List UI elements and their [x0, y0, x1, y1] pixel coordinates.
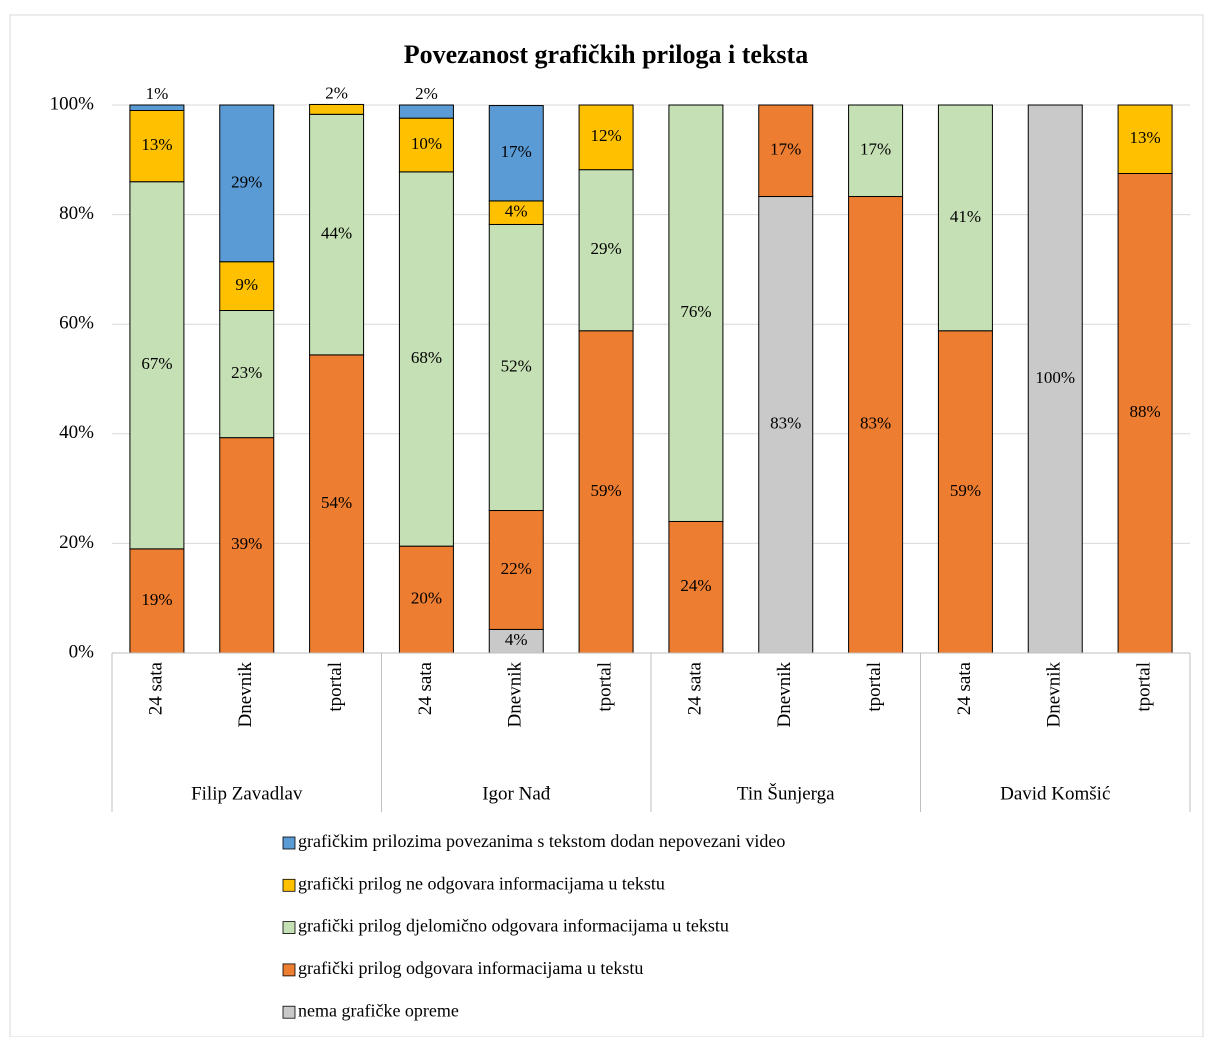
legend-swatch: [282, 878, 296, 892]
group-label: David Komšić: [1000, 783, 1110, 804]
bar-segment: [578, 104, 634, 171]
group-label: Igor Nađ: [482, 783, 551, 804]
bar-segment: [398, 104, 454, 119]
data-label: 29%: [231, 172, 262, 191]
bar-segment: [668, 520, 724, 654]
data-label: 44%: [321, 224, 352, 243]
data-label: 17%: [501, 142, 532, 161]
bar-segment: [398, 117, 454, 173]
x-tick-label: Dnevnik: [235, 662, 256, 728]
x-tick-label: 24 sata: [415, 661, 436, 715]
data-label: 100%: [1035, 368, 1075, 387]
bar-segment: [219, 310, 275, 439]
bar-segment: [578, 330, 634, 654]
bar-segment: [578, 169, 634, 332]
data-label: 59%: [590, 481, 621, 500]
data-label: 29%: [590, 239, 621, 258]
data-label: 4%: [505, 630, 528, 649]
y-tick-label: 20%: [59, 532, 94, 553]
data-label: 4%: [505, 202, 528, 221]
legend-swatch: [282, 836, 296, 850]
bar-segment: [488, 510, 544, 630]
bar-segment: [1117, 173, 1173, 654]
data-label: 23%: [231, 363, 262, 382]
bar-segment: [848, 104, 904, 198]
data-label: 68%: [411, 348, 442, 367]
x-tick-label: 24 sata: [145, 661, 166, 715]
bar-segment: [398, 545, 454, 654]
bar-segment: [309, 113, 365, 356]
data-label: 22%: [501, 559, 532, 578]
data-label: 20%: [411, 588, 442, 607]
bar-segment: [668, 104, 724, 522]
legend-label: grafičkim prilozima povezanima s tekstom…: [298, 831, 785, 851]
group-label: Tin Šunjerga: [737, 782, 835, 804]
legend-label: grafički prilog odgovara informacijama u…: [298, 958, 643, 978]
data-label: 2%: [325, 83, 348, 102]
data-label: 54%: [321, 493, 352, 512]
bar-segment: [398, 171, 454, 547]
y-tick-label: 0%: [69, 641, 95, 662]
x-tick-label: Dnevnik: [774, 662, 795, 728]
data-label: 13%: [141, 135, 172, 154]
bar-segment: [129, 104, 185, 111]
data-label: 17%: [770, 140, 801, 159]
bar-segment: [219, 261, 275, 311]
x-tick-label: 24 sata: [954, 661, 975, 715]
legend-label: grafički prilog ne odgovara informacijam…: [298, 873, 665, 893]
data-label: 41%: [950, 207, 981, 226]
bar-segment: [758, 104, 814, 198]
x-tick-label: Dnevnik: [1044, 662, 1065, 728]
data-label: 52%: [501, 356, 532, 375]
x-tick-label: Dnevnik: [505, 662, 526, 728]
bar-segment: [129, 109, 185, 183]
bar-segment: [488, 223, 544, 512]
data-label: 67%: [141, 354, 172, 373]
data-label: 19%: [141, 590, 172, 609]
data-label: 10%: [411, 134, 442, 153]
x-tick-label: tportal: [1133, 662, 1154, 712]
legend-label: nema grafičke opreme: [298, 1000, 459, 1020]
data-label: 24%: [680, 576, 711, 595]
data-label: 88%: [1129, 402, 1160, 421]
legend-label: grafički prilog djelomično odgovara info…: [298, 916, 729, 936]
data-label: 76%: [680, 302, 711, 321]
data-label: 83%: [770, 414, 801, 433]
y-tick-label: 80%: [59, 203, 94, 224]
bar-segment: [219, 104, 275, 263]
bar-segment: [758, 196, 814, 654]
bar-segment: [937, 330, 993, 654]
y-tick-label: 40%: [59, 422, 94, 443]
bar-segment: [1027, 104, 1083, 654]
bar-segment: [1117, 104, 1173, 174]
data-label: 12%: [590, 126, 621, 145]
bar-segment: [848, 196, 904, 654]
bar-segment: [309, 354, 365, 654]
bar-segment: [129, 181, 185, 550]
x-tick-label: tportal: [325, 662, 346, 712]
x-tick-label: tportal: [864, 662, 885, 712]
data-label: 83%: [860, 414, 891, 433]
legend-swatch: [282, 921, 296, 934]
group-label: Filip Zavadlav: [191, 783, 303, 804]
bar-segment: [937, 104, 993, 332]
data-label: 17%: [860, 140, 891, 159]
data-label: 13%: [1129, 128, 1160, 147]
legend-swatch: [282, 1005, 296, 1019]
data-label: 9%: [235, 275, 258, 294]
y-tick-label: 100%: [50, 93, 95, 114]
y-tick-label: 60%: [59, 313, 94, 334]
legend-swatch: [282, 963, 296, 977]
bar-segment: [488, 105, 544, 202]
chart-title: Povezanost grafičkih priloga i teksta: [404, 40, 808, 69]
data-label: 2%: [415, 84, 438, 103]
x-tick-label: 24 sata: [684, 661, 705, 715]
bar-segment: [219, 437, 275, 654]
data-label: 1%: [146, 84, 169, 103]
data-label: 39%: [231, 534, 262, 553]
x-tick-label: tportal: [594, 662, 615, 712]
bar-segment: [309, 103, 365, 115]
data-label: 59%: [950, 481, 981, 500]
